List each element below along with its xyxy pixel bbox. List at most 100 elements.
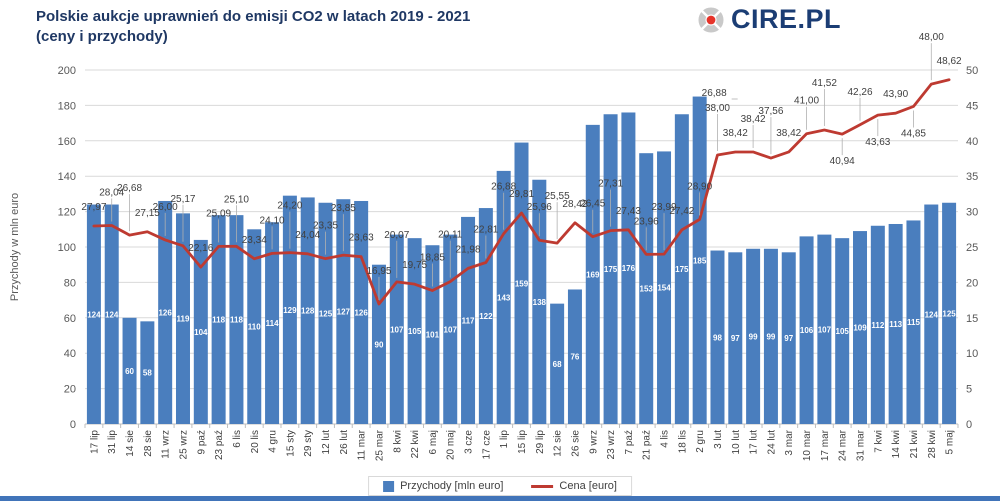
x-axis-label: 25 wrz xyxy=(178,430,189,459)
revenue-bar xyxy=(247,229,262,424)
bar-value-label: 122 xyxy=(479,312,493,321)
bar-value-label: 113 xyxy=(889,320,902,329)
legend-price-label: Cena [euro] xyxy=(559,480,617,492)
chart-title-line1: Polskie aukcje uprawnień do emisji CO2 w… xyxy=(36,8,471,25)
price-point-label: 25,09 xyxy=(206,208,231,219)
price-point-label: 41,00 xyxy=(794,96,819,107)
revenue-bar xyxy=(870,225,885,424)
x-axis-label: 4 lis xyxy=(660,430,671,448)
bar-value-label: 154 xyxy=(657,284,671,293)
right-axis-tick-label: 50 xyxy=(966,65,978,77)
x-axis-label: 8 kwi xyxy=(392,430,403,453)
price-point-label: 18,85 xyxy=(420,253,445,264)
price-point-label: 24,04 xyxy=(295,230,320,241)
bar-value-label: 126 xyxy=(354,308,368,317)
revenue-bar xyxy=(853,231,868,424)
bar-value-label: 68 xyxy=(553,360,562,369)
price-point-label: 22,16 xyxy=(188,243,213,254)
price-point-label: 16,95 xyxy=(366,266,391,277)
right-axis-tick-label: 25 xyxy=(966,242,978,254)
bar-value-label: 58 xyxy=(143,369,152,378)
x-axis-label: 9 wrz xyxy=(588,430,599,454)
revenue-bar xyxy=(763,248,778,424)
price-point-label: 23,34 xyxy=(242,235,267,246)
x-axis-label: 18 lis xyxy=(677,430,688,453)
legend-revenue-item: Przychody [mln euro] xyxy=(383,480,503,492)
revenue-swatch xyxy=(383,480,395,492)
x-axis-label: 14 sie xyxy=(125,430,136,457)
bar-value-label: 105 xyxy=(408,327,422,336)
price-point-label: 25,96 xyxy=(527,202,552,213)
left-axis-tick-label: 80 xyxy=(64,277,76,289)
revenue-bar xyxy=(140,321,155,424)
left-axis-tick-label: 100 xyxy=(58,242,76,254)
price-point-label: 25,17 xyxy=(170,194,195,205)
revenue-bar xyxy=(158,200,173,424)
x-axis-label: 6 maj xyxy=(428,430,439,454)
bar-value-label: 107 xyxy=(444,325,458,334)
price-point-label: 23,96 xyxy=(634,216,659,227)
revenue-bar xyxy=(799,236,814,424)
price-point-label: 41,52 xyxy=(812,78,837,89)
revenue-bar xyxy=(835,238,850,424)
revenue-bar xyxy=(781,252,796,424)
x-axis-label: 20 maj xyxy=(446,430,457,460)
price-point-label: 28,90 xyxy=(687,181,712,192)
x-axis-label: 29 sty xyxy=(303,430,314,457)
revenue-bar xyxy=(746,248,761,424)
left-axis-tick-label: 20 xyxy=(64,384,76,396)
x-axis-label: 11 mar xyxy=(357,429,368,460)
x-axis-label: 26 lut xyxy=(339,430,350,455)
x-axis-label: 25 mar xyxy=(374,429,385,461)
right-axis-tick-label: 20 xyxy=(966,277,978,289)
bar-value-label: 127 xyxy=(337,308,351,317)
right-axis-tick-label: 45 xyxy=(966,100,978,112)
bar-value-label: 129 xyxy=(283,306,297,315)
x-axis-label: 7 kwi xyxy=(873,430,884,453)
bar-value-label: 99 xyxy=(749,332,758,341)
revenue-bar xyxy=(888,223,903,424)
bar-value-label: 125 xyxy=(319,309,333,318)
bar-value-label: 159 xyxy=(515,279,529,288)
price-point-label: 38,42 xyxy=(723,128,748,139)
revenue-bar xyxy=(906,220,921,424)
bar-value-label: 106 xyxy=(800,326,814,335)
price-point-label: 38,42 xyxy=(776,128,801,139)
bar-value-label: 104 xyxy=(194,328,208,337)
x-axis-label: 29 lip xyxy=(535,430,546,454)
left-axis-tick-label: 0 xyxy=(70,419,76,431)
x-axis-label: 22 kwi xyxy=(410,430,421,458)
price-point-label: 23,99 xyxy=(652,202,677,213)
right-axis-tick-label: 30 xyxy=(966,207,978,219)
left-axis-tick-label: 140 xyxy=(58,171,76,183)
price-point-label: 24,10 xyxy=(260,215,285,226)
price-point-label: 23,35 xyxy=(313,221,338,232)
x-axis-label: 24 lut xyxy=(766,430,777,455)
x-axis-label: 23 paź xyxy=(214,430,225,460)
x-axis-label: 12 lut xyxy=(321,430,332,455)
left-axis-tick-label: 200 xyxy=(58,65,76,77)
price-point-label: 25,55 xyxy=(545,191,570,202)
bar-value-label: 175 xyxy=(604,265,618,274)
chart-title: Polskie aukcje uprawnień do emisji CO2 w… xyxy=(36,7,470,46)
x-axis-label: 3 lut xyxy=(713,430,724,449)
bar-value-label: 115 xyxy=(907,318,920,327)
bar-value-label: 112 xyxy=(871,321,884,330)
cire-logo-text: CIRE.PL xyxy=(731,4,842,34)
bar-value-label: 153 xyxy=(640,285,654,294)
price-point-label: 27,43 xyxy=(616,206,641,217)
bar-value-label: 143 xyxy=(497,293,511,302)
bar-value-label: 175 xyxy=(675,265,689,274)
bar-value-label: 105 xyxy=(836,327,850,336)
price-point-label: 48,00 xyxy=(919,32,944,43)
bar-value-label: 185 xyxy=(693,256,707,265)
x-axis-label: 31 mar xyxy=(856,429,867,461)
bar-value-label: 124 xyxy=(925,310,939,319)
price-point-label: 20,07 xyxy=(384,230,409,241)
price-point-label: 23,85 xyxy=(331,203,356,214)
right-axis-tick-label: 35 xyxy=(966,171,978,183)
x-axis-label: 11 wrz xyxy=(161,430,172,459)
bar-value-label: 117 xyxy=(462,316,475,325)
price-point-label: 26,68 xyxy=(117,183,142,194)
